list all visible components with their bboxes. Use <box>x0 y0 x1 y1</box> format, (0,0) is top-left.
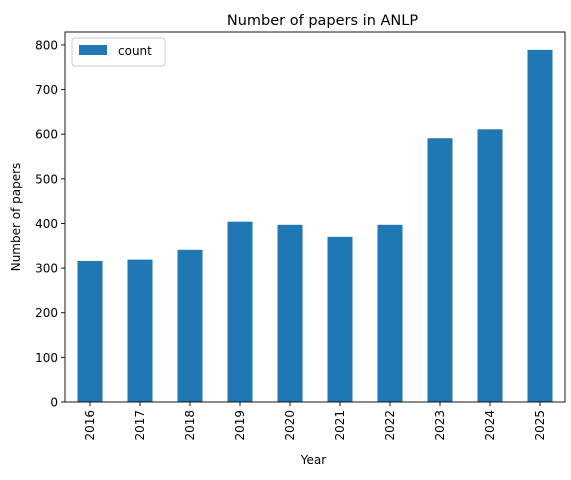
bar-2024 <box>477 129 503 402</box>
x-tick-label: 2016 <box>83 410 97 441</box>
legend-swatch <box>79 45 107 55</box>
y-tick-label: 700 <box>35 83 58 97</box>
x-tick-label: 2022 <box>383 410 397 441</box>
x-tick-label: 2024 <box>483 410 497 441</box>
y-tick-label: 400 <box>35 217 58 231</box>
y-tick-label: 500 <box>35 172 58 186</box>
bar-2023 <box>427 138 453 402</box>
legend-label: count <box>118 44 152 58</box>
y-tick-label: 100 <box>35 351 58 365</box>
bar-2016 <box>77 260 103 402</box>
bar-2019 <box>227 221 253 402</box>
x-tick-label: 2019 <box>233 410 247 441</box>
y-tick-label: 300 <box>35 262 58 276</box>
x-axis: 2016 2017 2018 2019 2020 2021 2022 2023 2024 2025 <box>83 402 547 441</box>
x-tick-label: 2018 <box>183 410 197 441</box>
plot-frame <box>64 31 566 403</box>
y-axis: 0 100 200 300 400 500 600 700 800 <box>35 38 65 410</box>
x-axis-label: Year <box>300 453 326 467</box>
bar-2017 <box>127 259 153 402</box>
y-tick-label: 800 <box>35 38 58 52</box>
x-tick-label: 2017 <box>133 410 147 441</box>
bar-2020 <box>277 224 303 402</box>
y-tick-label: 600 <box>35 128 58 142</box>
x-tick-label: 2023 <box>433 410 447 441</box>
y-tick-label: 200 <box>35 306 58 320</box>
bars-group <box>77 49 553 402</box>
y-tick-label: 0 <box>50 396 58 410</box>
x-tick-label: 2025 <box>533 410 547 441</box>
x-tick-label: 2020 <box>283 410 297 441</box>
bar-2025 <box>527 49 553 402</box>
bar-2018 <box>177 249 203 402</box>
bar-2022 <box>377 224 403 402</box>
y-axis-label: Number of papers <box>9 163 23 272</box>
bar-2021 <box>327 236 353 402</box>
legend: count <box>71 37 166 67</box>
x-tick-label: 2021 <box>333 410 347 441</box>
chart-title: Number of papers in ANLP <box>227 13 418 29</box>
